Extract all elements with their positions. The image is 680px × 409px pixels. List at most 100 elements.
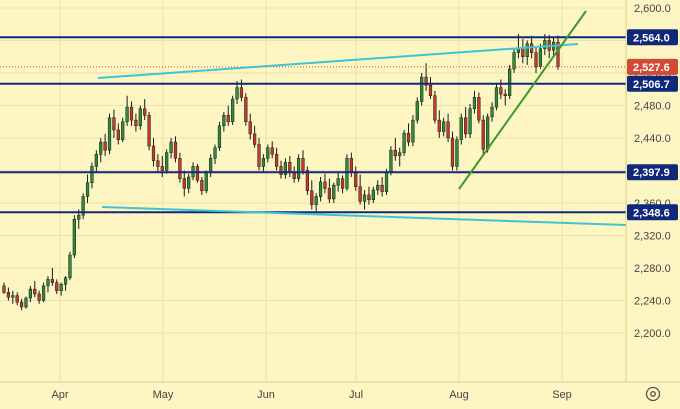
candle — [33, 281, 37, 298]
candle — [323, 173, 327, 194]
candle-body — [151, 145, 156, 161]
x-tick-label: Aug — [449, 389, 469, 401]
candle — [389, 146, 393, 176]
candle — [327, 178, 331, 203]
candle-body — [116, 129, 120, 140]
candle — [393, 138, 397, 161]
candle — [103, 133, 107, 156]
x-tick-label: Sep — [552, 389, 572, 401]
settings-icon[interactable] — [645, 386, 661, 402]
candle-body — [173, 141, 178, 159]
candle-body — [55, 282, 59, 291]
candle — [11, 290, 15, 304]
candle-body — [279, 166, 283, 175]
candle — [226, 105, 230, 126]
candle-body — [182, 178, 186, 189]
candle — [415, 97, 419, 124]
candle — [94, 150, 98, 173]
y-tick-label: 2,440.0 — [634, 133, 671, 145]
candle-body — [81, 196, 85, 216]
candle-body — [147, 115, 151, 147]
candle — [380, 177, 384, 197]
candle — [318, 177, 323, 202]
candle — [121, 117, 125, 143]
candle — [296, 154, 301, 182]
candle — [59, 282, 63, 296]
candle — [165, 149, 169, 174]
candle-body — [525, 43, 529, 57]
candle-body — [310, 190, 314, 205]
candle-body — [455, 139, 459, 167]
candle-body — [129, 106, 134, 121]
candle-body — [261, 158, 266, 167]
candle — [68, 251, 72, 281]
candle-body — [169, 141, 173, 153]
candle-body — [270, 147, 274, 155]
candle-body — [402, 132, 406, 153]
candle-body — [288, 162, 292, 173]
upper-channel-line — [97, 43, 579, 79]
y-tick-label: 2,480.0 — [634, 101, 671, 113]
candle — [270, 141, 274, 159]
candle-body — [503, 93, 507, 96]
candle-body — [156, 160, 160, 167]
candle — [151, 138, 156, 167]
current-price-label: 2,527.6 — [633, 62, 670, 74]
uptrend-line — [458, 10, 587, 190]
candle-body — [442, 121, 446, 132]
candle-body — [138, 108, 142, 127]
candle — [468, 103, 472, 138]
candle — [173, 136, 178, 163]
candle — [41, 282, 46, 303]
y-tick-label: 2,240.0 — [634, 296, 671, 308]
candle — [235, 81, 239, 104]
candle-body — [332, 184, 336, 200]
candle-body — [318, 181, 323, 197]
candle — [266, 144, 270, 163]
candle — [450, 131, 455, 171]
candle — [310, 180, 314, 210]
level-price-label: 2,397.9 — [633, 167, 670, 179]
candle-body — [6, 292, 11, 298]
y-tick-label: 2,200.0 — [634, 328, 671, 340]
candle — [85, 174, 90, 203]
candle-body — [68, 254, 72, 278]
candle-body — [33, 288, 37, 295]
candle-body — [508, 68, 512, 96]
candle — [494, 82, 499, 111]
candle-body — [11, 295, 15, 298]
candle-body — [376, 184, 380, 191]
candle — [116, 123, 120, 145]
lower-channel-line — [101, 206, 627, 226]
candle-body — [428, 84, 433, 96]
candle-body — [371, 189, 375, 200]
candle — [433, 90, 437, 124]
candle — [358, 174, 362, 205]
candle — [182, 170, 186, 197]
candle — [37, 290, 41, 304]
candle-body — [490, 106, 494, 118]
price-labels: 2,564.0 2,506.7 2,397.9 2,348.6 2,527.6 — [627, 29, 678, 221]
candle — [464, 107, 468, 138]
candle-body — [420, 76, 424, 102]
candle-body — [472, 97, 477, 109]
candle — [125, 95, 129, 126]
candle-body — [160, 166, 164, 171]
candle-body — [165, 152, 169, 171]
candle — [371, 186, 375, 203]
candle-body — [486, 116, 490, 150]
candle-body — [477, 97, 481, 121]
candle-body — [521, 48, 525, 57]
candle-body — [257, 144, 261, 167]
candle — [204, 170, 208, 194]
candle — [314, 193, 318, 212]
candle-body — [209, 158, 213, 173]
candle — [50, 268, 54, 286]
candle-body — [46, 279, 50, 287]
candle-body — [187, 176, 191, 189]
candle-body — [90, 166, 94, 183]
candle — [217, 121, 222, 151]
grid — [0, 0, 626, 382]
